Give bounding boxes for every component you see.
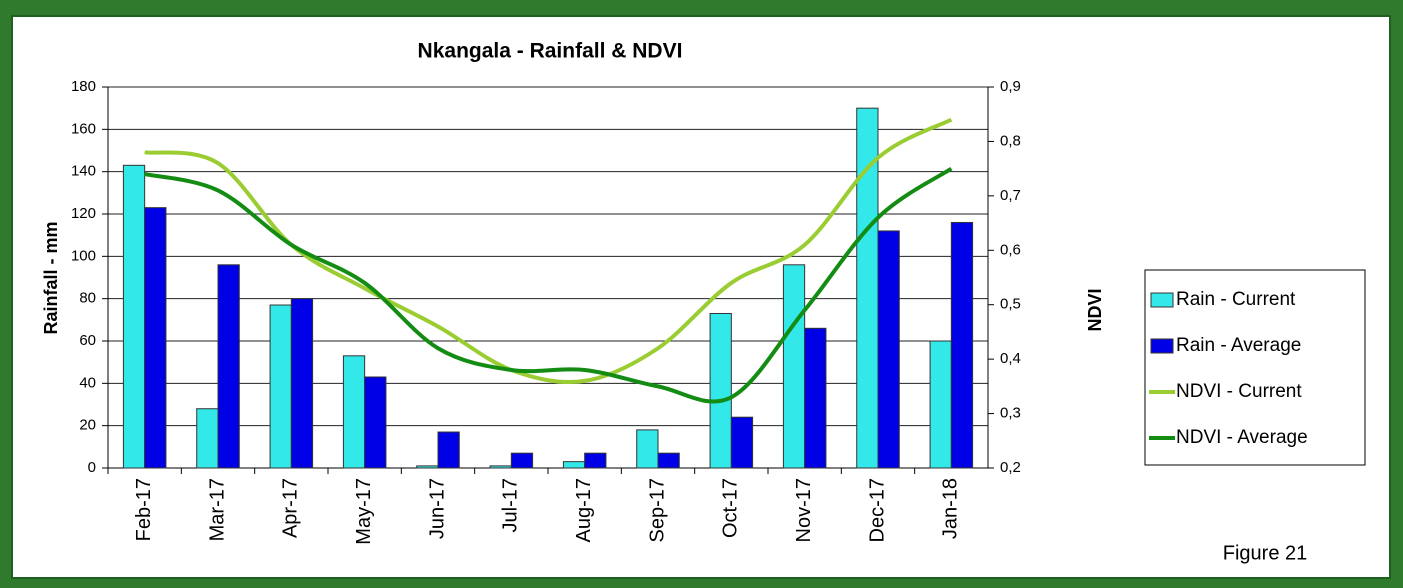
x-tick-label: Jul-17 — [500, 478, 522, 532]
x-tick-label: Sep-17 — [646, 478, 668, 543]
y2-tick-label: 0,8 — [1000, 132, 1021, 149]
bar — [657, 452, 680, 469]
legend-label: NDVI - Average — [1176, 427, 1308, 448]
bar — [122, 164, 146, 469]
bar — [929, 340, 952, 469]
y-tick-label: 60 — [79, 332, 96, 349]
y-tick-label: 140 — [71, 163, 96, 180]
bar — [364, 376, 387, 469]
bar — [584, 452, 607, 469]
caption: Figure 21 — [1223, 542, 1308, 564]
y2-tick-label: 0,3 — [1000, 405, 1021, 422]
y2-tick-label: 0,7 — [1000, 187, 1021, 204]
y2-tick-label: 0,2 — [1000, 459, 1021, 476]
x-tick-label: Apr-17 — [280, 478, 302, 538]
bar — [510, 452, 534, 469]
y-axis-label: Rainfall - mm — [41, 221, 61, 334]
y2-tick-label: 0,5 — [1000, 296, 1021, 313]
bar — [636, 429, 659, 469]
x-tick-label: Dec-17 — [866, 478, 888, 542]
x-tick-label: Jan-18 — [940, 478, 962, 539]
line — [144, 166, 953, 404]
bar — [416, 465, 439, 469]
bar — [782, 264, 806, 469]
legend-label: Rain - Average — [1176, 335, 1301, 356]
bar — [290, 298, 314, 469]
bar — [196, 408, 219, 469]
x-tick-label: Mar-17 — [206, 478, 228, 541]
x-tick-label: May-17 — [353, 478, 375, 545]
y-tick-label: 180 — [71, 78, 96, 95]
bar — [489, 465, 512, 469]
y-tick-label: 40 — [79, 374, 96, 391]
y-tick-label: 100 — [71, 247, 96, 264]
legend-swatch — [1150, 338, 1174, 354]
x-tick-label: Feb-17 — [133, 478, 155, 541]
legend-box — [1144, 269, 1366, 466]
bar — [950, 221, 974, 469]
bar — [269, 304, 292, 469]
bar — [217, 264, 240, 469]
bar — [877, 230, 900, 469]
bar — [709, 312, 732, 469]
y-tick-label: 160 — [71, 120, 96, 137]
bar — [562, 461, 586, 469]
y-tick-label: 0 — [88, 459, 96, 476]
x-tick-label: Aug-17 — [573, 478, 595, 543]
chart-title: Nkangala - Rainfall & NDVI — [418, 40, 683, 63]
y2-tick-label: 0,9 — [1000, 78, 1021, 95]
legend-label: NDVI - Current — [1176, 381, 1302, 402]
legend-label: Rain - Current — [1176, 289, 1296, 310]
y2-tick-label: 0,4 — [1000, 350, 1021, 367]
bar — [804, 327, 827, 469]
legend-swatch — [1150, 292, 1174, 308]
y-tick-label: 20 — [79, 417, 96, 434]
bar — [144, 207, 167, 469]
x-tick-label: Jun-17 — [426, 478, 448, 539]
y2-tick-label: 0,6 — [1000, 241, 1021, 258]
x-tick-label: Nov-17 — [793, 478, 815, 542]
bar — [730, 416, 754, 469]
y-tick-label: 120 — [71, 205, 96, 222]
bar — [437, 431, 460, 469]
x-tick-label: Oct-17 — [720, 478, 742, 538]
y-tick-label: 80 — [79, 290, 96, 307]
bar — [342, 355, 366, 469]
y2-axis-label: NDVI — [1085, 288, 1105, 331]
